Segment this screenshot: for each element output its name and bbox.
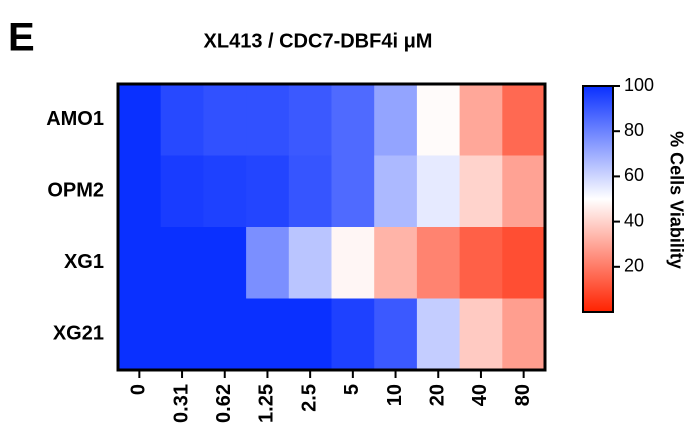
x-tick-label: 1.25 bbox=[256, 384, 278, 423]
y-tick-label: OPM2 bbox=[47, 180, 104, 202]
heatmap-cell bbox=[246, 298, 290, 371]
heatmap-cell bbox=[331, 155, 375, 228]
heatmap-cell bbox=[160, 155, 204, 228]
heatmap-cell bbox=[203, 298, 247, 371]
x-tick-label: 0.62 bbox=[213, 384, 235, 423]
heatmap-cell bbox=[416, 155, 461, 228]
heatmap-cell bbox=[331, 84, 375, 156]
colorbar-label: % Cells Viability bbox=[666, 131, 686, 269]
x-tick-label: 10 bbox=[384, 384, 406, 406]
y-tick-label: AMO1 bbox=[46, 108, 104, 130]
panel-label: E bbox=[8, 16, 35, 60]
heatmap-cell bbox=[374, 227, 418, 299]
colorbar-tick-label: 60 bbox=[624, 165, 644, 185]
heatmap-cell bbox=[374, 298, 418, 371]
heatmap-cell bbox=[288, 155, 332, 228]
y-tick-label: XG21 bbox=[53, 323, 104, 345]
heatmap-cell bbox=[246, 155, 290, 228]
heatmap-cell bbox=[416, 227, 461, 299]
x-tick-label: 0.31 bbox=[170, 384, 192, 423]
x-tick-label: 80 bbox=[512, 384, 534, 406]
colorbar bbox=[582, 85, 614, 313]
heatmap-cell bbox=[160, 84, 204, 156]
heatmap-cell bbox=[331, 298, 375, 371]
colorbar-tick-label: 40 bbox=[624, 210, 644, 230]
heatmap-cell bbox=[203, 227, 247, 299]
heatmap-cell bbox=[502, 298, 546, 371]
heatmap-cell bbox=[203, 84, 247, 156]
heatmap-cell bbox=[118, 155, 162, 228]
heatmap-cell bbox=[502, 227, 546, 299]
heatmap-cell bbox=[502, 84, 546, 156]
heatmap-cell bbox=[118, 84, 162, 156]
x-tick-label: 40 bbox=[469, 384, 491, 406]
heatmap-cell bbox=[459, 298, 503, 371]
heatmap-cell bbox=[459, 227, 503, 299]
x-tick-label: 0 bbox=[128, 384, 150, 395]
heatmap-cell bbox=[374, 84, 418, 156]
heatmap-cell bbox=[288, 84, 332, 156]
heatmap-cell bbox=[203, 155, 247, 228]
colorbar-tick-label: 80 bbox=[624, 120, 644, 140]
heatmap-cell bbox=[374, 155, 418, 228]
heatmap-cell bbox=[118, 298, 162, 371]
x-tick-label: 5 bbox=[341, 384, 363, 395]
heatmap-cell bbox=[118, 227, 162, 299]
heatmap-cell bbox=[160, 227, 204, 299]
heatmap-cell bbox=[331, 227, 375, 299]
x-tick-label: 20 bbox=[427, 384, 449, 406]
colorbar-tick-label: 20 bbox=[624, 256, 644, 276]
heatmap-cell bbox=[288, 227, 332, 299]
heatmap-cell bbox=[288, 298, 332, 371]
heatmap-cell bbox=[416, 84, 461, 156]
y-tick-label: XG1 bbox=[64, 251, 104, 273]
colorbar-tick-label: 100 bbox=[624, 75, 654, 95]
heatmap-cell bbox=[160, 298, 204, 371]
heatmap-cell bbox=[459, 155, 503, 228]
heatmap-frame bbox=[116, 82, 547, 372]
x-tick-label: 2.5 bbox=[298, 384, 320, 412]
heatmap-cell bbox=[502, 155, 546, 228]
chart-title: XL413 / CDC7-DBF4i μM bbox=[204, 30, 433, 52]
heatmap-cell bbox=[246, 227, 290, 299]
heatmap-cell bbox=[416, 298, 461, 371]
heatmap-cell bbox=[246, 84, 290, 156]
heatmap-cell bbox=[459, 84, 503, 156]
